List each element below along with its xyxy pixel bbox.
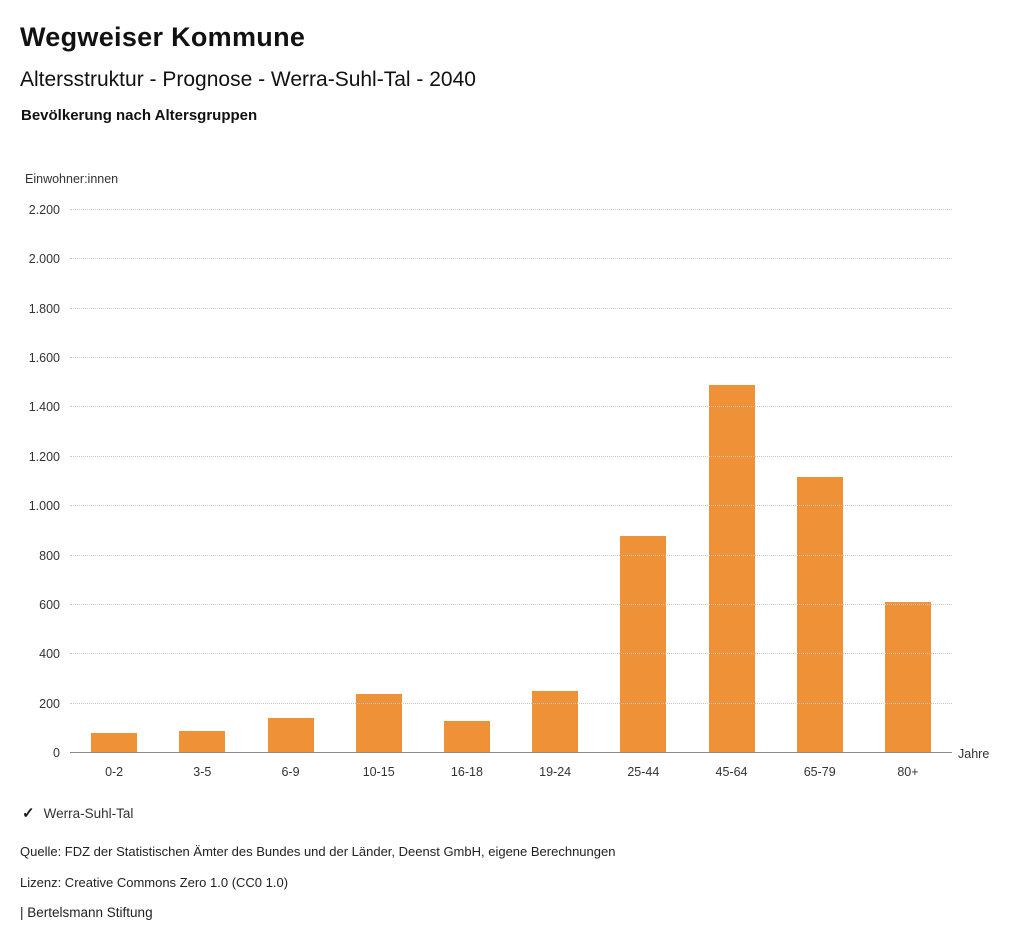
gridline [70,357,952,359]
bar-25-44[interactable] [620,535,667,753]
bar-chart-plot-area: 0 200 400 600 800 1.000 1.200 1.400 1.600 1.800 2.… [29,203,952,760]
y-tick-label: 1.800 [28,301,60,316]
gridline [70,307,952,309]
gridline [70,455,952,457]
legend-check-icon: ✓ [22,805,35,822]
bar-slot [423,210,511,753]
y-tick-label: 400 [39,647,60,662]
x-tick-label: 10-15 [362,765,395,779]
y-tick-label: 1.600 [28,351,60,366]
y-tick-label: 600 [39,597,60,612]
legend-item-werra-suhl-tal[interactable]: ✓ Werra-Suhl-Tal [22,804,133,822]
bar-slot [687,210,775,753]
y-tick-label: 1.200 [28,449,60,464]
bar-series [70,210,952,753]
bar-slot [776,210,864,753]
gridline [70,505,952,507]
x-tick-label: 65-79 [803,765,836,779]
x-axis-title: Jahre [958,747,990,761]
y-tick-label: 2.000 [28,252,60,267]
x-tick-label: 25-44 [627,765,660,779]
x-tick-label: 6-9 [281,765,300,779]
bar-slot [599,210,687,753]
legend-label: Werra-Suhl-Tal [43,805,134,821]
x-tick-label: 16-18 [450,765,483,779]
y-tick-label: 200 [39,696,60,711]
x-axis-labels: 0-2 3-5 6-9 10-15 16-18 19-24 25-44 45-64 65-79 8… [70,765,952,779]
x-tick-label: 80+ [897,765,919,779]
chart-heading: Bevölkerung nach Altersgruppen [21,107,258,124]
bar-3-5[interactable] [179,730,226,753]
bar-slot [864,210,952,753]
bar-0-2[interactable] [91,733,138,753]
bar-65-79[interactable] [796,476,843,753]
y-tick-label: 1.000 [28,499,60,514]
gridline [70,702,952,704]
bar-slot [70,210,158,753]
y-tick-label: 0 [53,746,60,760]
bar-19-24[interactable] [532,691,579,753]
bar-80+[interactable] [884,602,931,753]
y-tick-label: 2.200 [28,203,60,217]
gridline [70,554,952,556]
bar-slot [246,210,334,753]
y-tick-label: 800 [39,548,60,563]
y-tick-label: 1.400 [28,400,60,415]
chart-subtitle: Altersstruktur - Prognose - Werra-Suhl-T… [20,68,476,91]
x-tick-label: 0-2 [105,765,124,779]
source-text: Quelle: FDZ der Statistischen Ämter des … [20,844,616,859]
x-tick-label: 45-64 [715,765,748,779]
gridline [70,258,952,260]
x-tick-label: 3-5 [193,765,212,779]
x-axis-line [70,752,952,753]
bar-slot [158,210,246,753]
brand-text: | Bertelsmann Stiftung [20,905,153,920]
bar-45-64[interactable] [708,385,755,753]
gridline [70,406,952,408]
x-tick-label: 19-24 [539,765,572,779]
gridline [70,653,952,655]
bar-slot [511,210,599,753]
gridline [70,209,952,210]
bar-6-9[interactable] [267,718,314,753]
y-axis-title: Einwohner:innen [25,172,119,186]
page-title: Wegweiser Kommune [20,22,306,52]
gridline [70,603,952,605]
bar-slot [335,210,423,753]
bar-16-18[interactable] [443,720,490,753]
license-text: Lizenz: Creative Commons Zero 1.0 (CC0 1… [20,875,289,890]
